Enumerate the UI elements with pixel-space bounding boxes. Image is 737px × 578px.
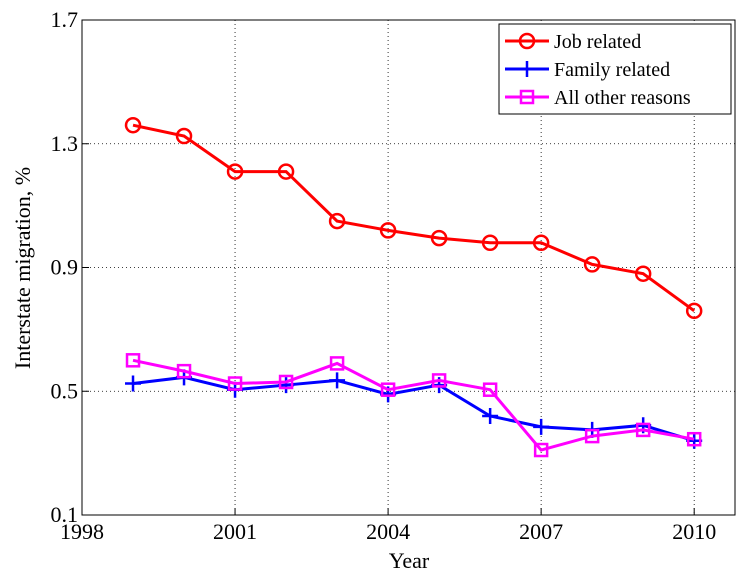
marker [329, 356, 345, 371]
marker [124, 116, 142, 134]
marker [482, 408, 499, 424]
marker [226, 163, 244, 180]
legend-marker [518, 32, 536, 50]
marker [584, 428, 600, 444]
marker [227, 376, 243, 391]
legend-marker [519, 89, 535, 105]
marker [278, 374, 294, 390]
x-tick-label: 2010 [672, 519, 716, 544]
y-tick-label: 0.9 [51, 255, 79, 280]
series-line [132, 375, 695, 443]
marker [482, 382, 498, 397]
y-tick-label: 1.3 [51, 131, 79, 156]
legend-label: Family related [554, 59, 670, 81]
marker [481, 234, 499, 251]
y-tick-label: 1.7 [51, 7, 79, 32]
legend-label: Job related [554, 31, 641, 53]
marker [685, 302, 703, 320]
y-axis-label: Interstate migration, % [10, 167, 35, 369]
marker [329, 372, 346, 389]
y-tick-label: 0.5 [51, 378, 79, 403]
marker [686, 431, 702, 447]
y-tick-label: 0.1 [51, 502, 79, 527]
x-tick-label: 1998 [60, 519, 104, 544]
marker [532, 234, 550, 251]
marker [634, 265, 652, 282]
marker [328, 212, 346, 230]
marker [583, 256, 601, 273]
legend-marker [519, 61, 535, 77]
series-line [132, 123, 696, 313]
marker [277, 163, 295, 180]
marker [431, 373, 447, 388]
marker [533, 442, 549, 458]
x-tick-label: 2004 [366, 519, 410, 544]
series-line [132, 358, 695, 452]
marker [635, 422, 651, 438]
marker [430, 229, 448, 247]
x-axis-label: Year [389, 548, 430, 573]
plot-frame [81, 19, 736, 516]
marker [380, 382, 396, 397]
marker [533, 418, 550, 435]
marker [379, 222, 397, 239]
marker [175, 127, 193, 145]
marker [125, 353, 141, 368]
x-tick-label: 2001 [213, 519, 257, 544]
marker [125, 375, 142, 392]
x-tick-label: 2007 [519, 519, 563, 544]
legend-label: All other reasons [554, 87, 691, 109]
marker [176, 363, 192, 379]
